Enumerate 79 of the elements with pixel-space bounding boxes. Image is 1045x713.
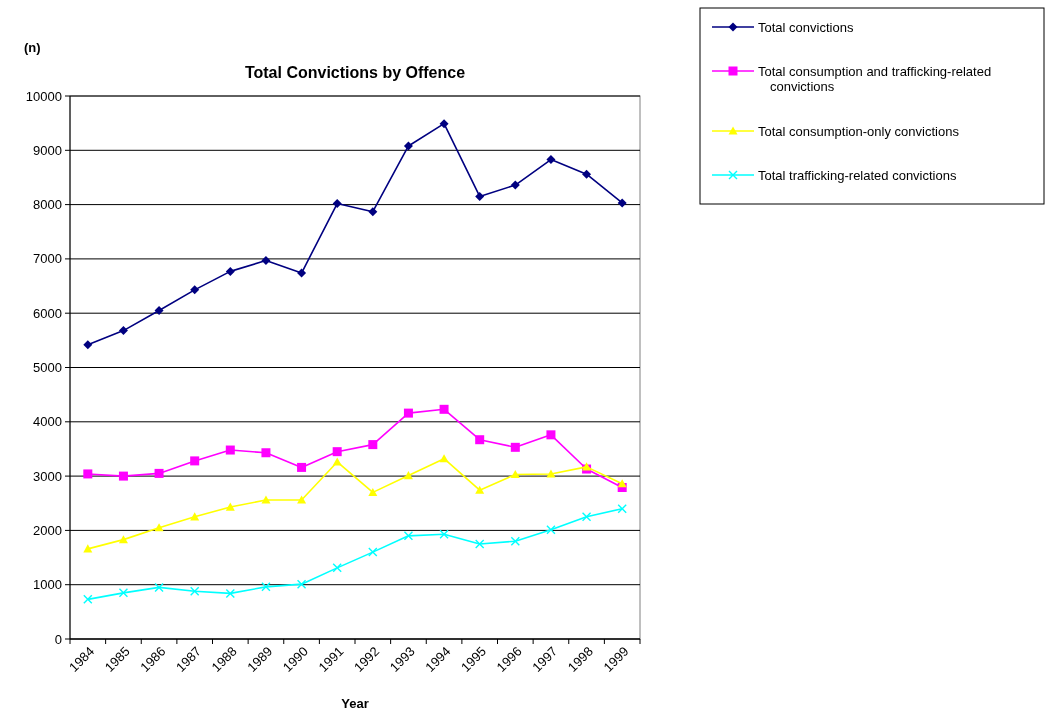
point: [225, 588, 235, 598]
legend-label: Total consumption-only convictions: [758, 123, 960, 139]
point: [261, 448, 271, 458]
point: [475, 435, 485, 445]
point: [510, 469, 520, 479]
y-tick-label: 6000: [33, 305, 62, 321]
y-tick-label: 10000: [25, 88, 62, 104]
point: [154, 523, 164, 532]
point: [546, 430, 556, 440]
legend-label: Total trafficking-related convictions: [758, 167, 957, 183]
point: [190, 586, 200, 596]
point: [617, 479, 627, 488]
point: [475, 191, 485, 201]
point: [332, 563, 342, 573]
point: [617, 198, 627, 208]
point: [403, 408, 413, 418]
point: [546, 469, 556, 478]
point: [225, 445, 235, 455]
point: [475, 539, 485, 549]
y-tick-label: 1000: [33, 577, 62, 593]
legend-label: Total consumption and trafficking-related convictions: [758, 63, 992, 95]
point: [368, 487, 378, 496]
point: [403, 531, 413, 541]
point: [510, 442, 520, 452]
chart-title: Total Convictions by Offence: [244, 64, 466, 81]
y-tick-label: 8000: [33, 197, 62, 213]
point: [118, 588, 128, 598]
point: [439, 119, 449, 129]
point: [332, 199, 342, 209]
point: [546, 155, 556, 165]
point: [154, 305, 164, 315]
point: [332, 457, 342, 466]
point: [83, 469, 93, 479]
point: [154, 468, 164, 478]
point: [368, 207, 378, 217]
legend-label: Total convictions: [758, 19, 854, 35]
point: [190, 456, 200, 466]
point: [297, 495, 307, 504]
point: [546, 525, 556, 535]
point: [297, 462, 307, 472]
point: [154, 582, 164, 592]
point: [403, 471, 413, 480]
point: [439, 454, 449, 463]
y-tick-label: 7000: [33, 251, 62, 267]
point: [510, 180, 520, 190]
point: [225, 266, 235, 276]
point: [617, 504, 627, 514]
y-tick-label: 9000: [33, 142, 62, 158]
point: [439, 529, 449, 539]
point: [83, 340, 93, 350]
point: [439, 404, 449, 414]
x-axis-title: Year: [341, 696, 369, 711]
point: [261, 495, 271, 504]
point: [118, 535, 128, 544]
point: [118, 326, 128, 336]
point: [297, 268, 307, 278]
y-tick-label: 4000: [33, 414, 62, 430]
point: [368, 547, 378, 557]
y-axis-title: (n): [24, 40, 41, 55]
y-tick-label: 2000: [33, 522, 62, 538]
point: [83, 594, 93, 604]
point: [190, 512, 200, 521]
point: [83, 544, 93, 553]
y-tick-label: 5000: [33, 360, 62, 376]
y-tick-label: 0: [54, 631, 62, 647]
point: [297, 579, 307, 589]
point: [368, 440, 378, 450]
point: [582, 169, 592, 179]
y-tick-label: 3000: [33, 468, 62, 484]
point: [403, 141, 413, 151]
point: [261, 256, 271, 266]
point: [582, 512, 592, 522]
point: [510, 536, 520, 546]
point: [475, 485, 485, 494]
point: [332, 447, 342, 457]
point: [225, 502, 235, 511]
point: [118, 471, 128, 481]
point: [190, 285, 200, 295]
point: [261, 582, 271, 592]
